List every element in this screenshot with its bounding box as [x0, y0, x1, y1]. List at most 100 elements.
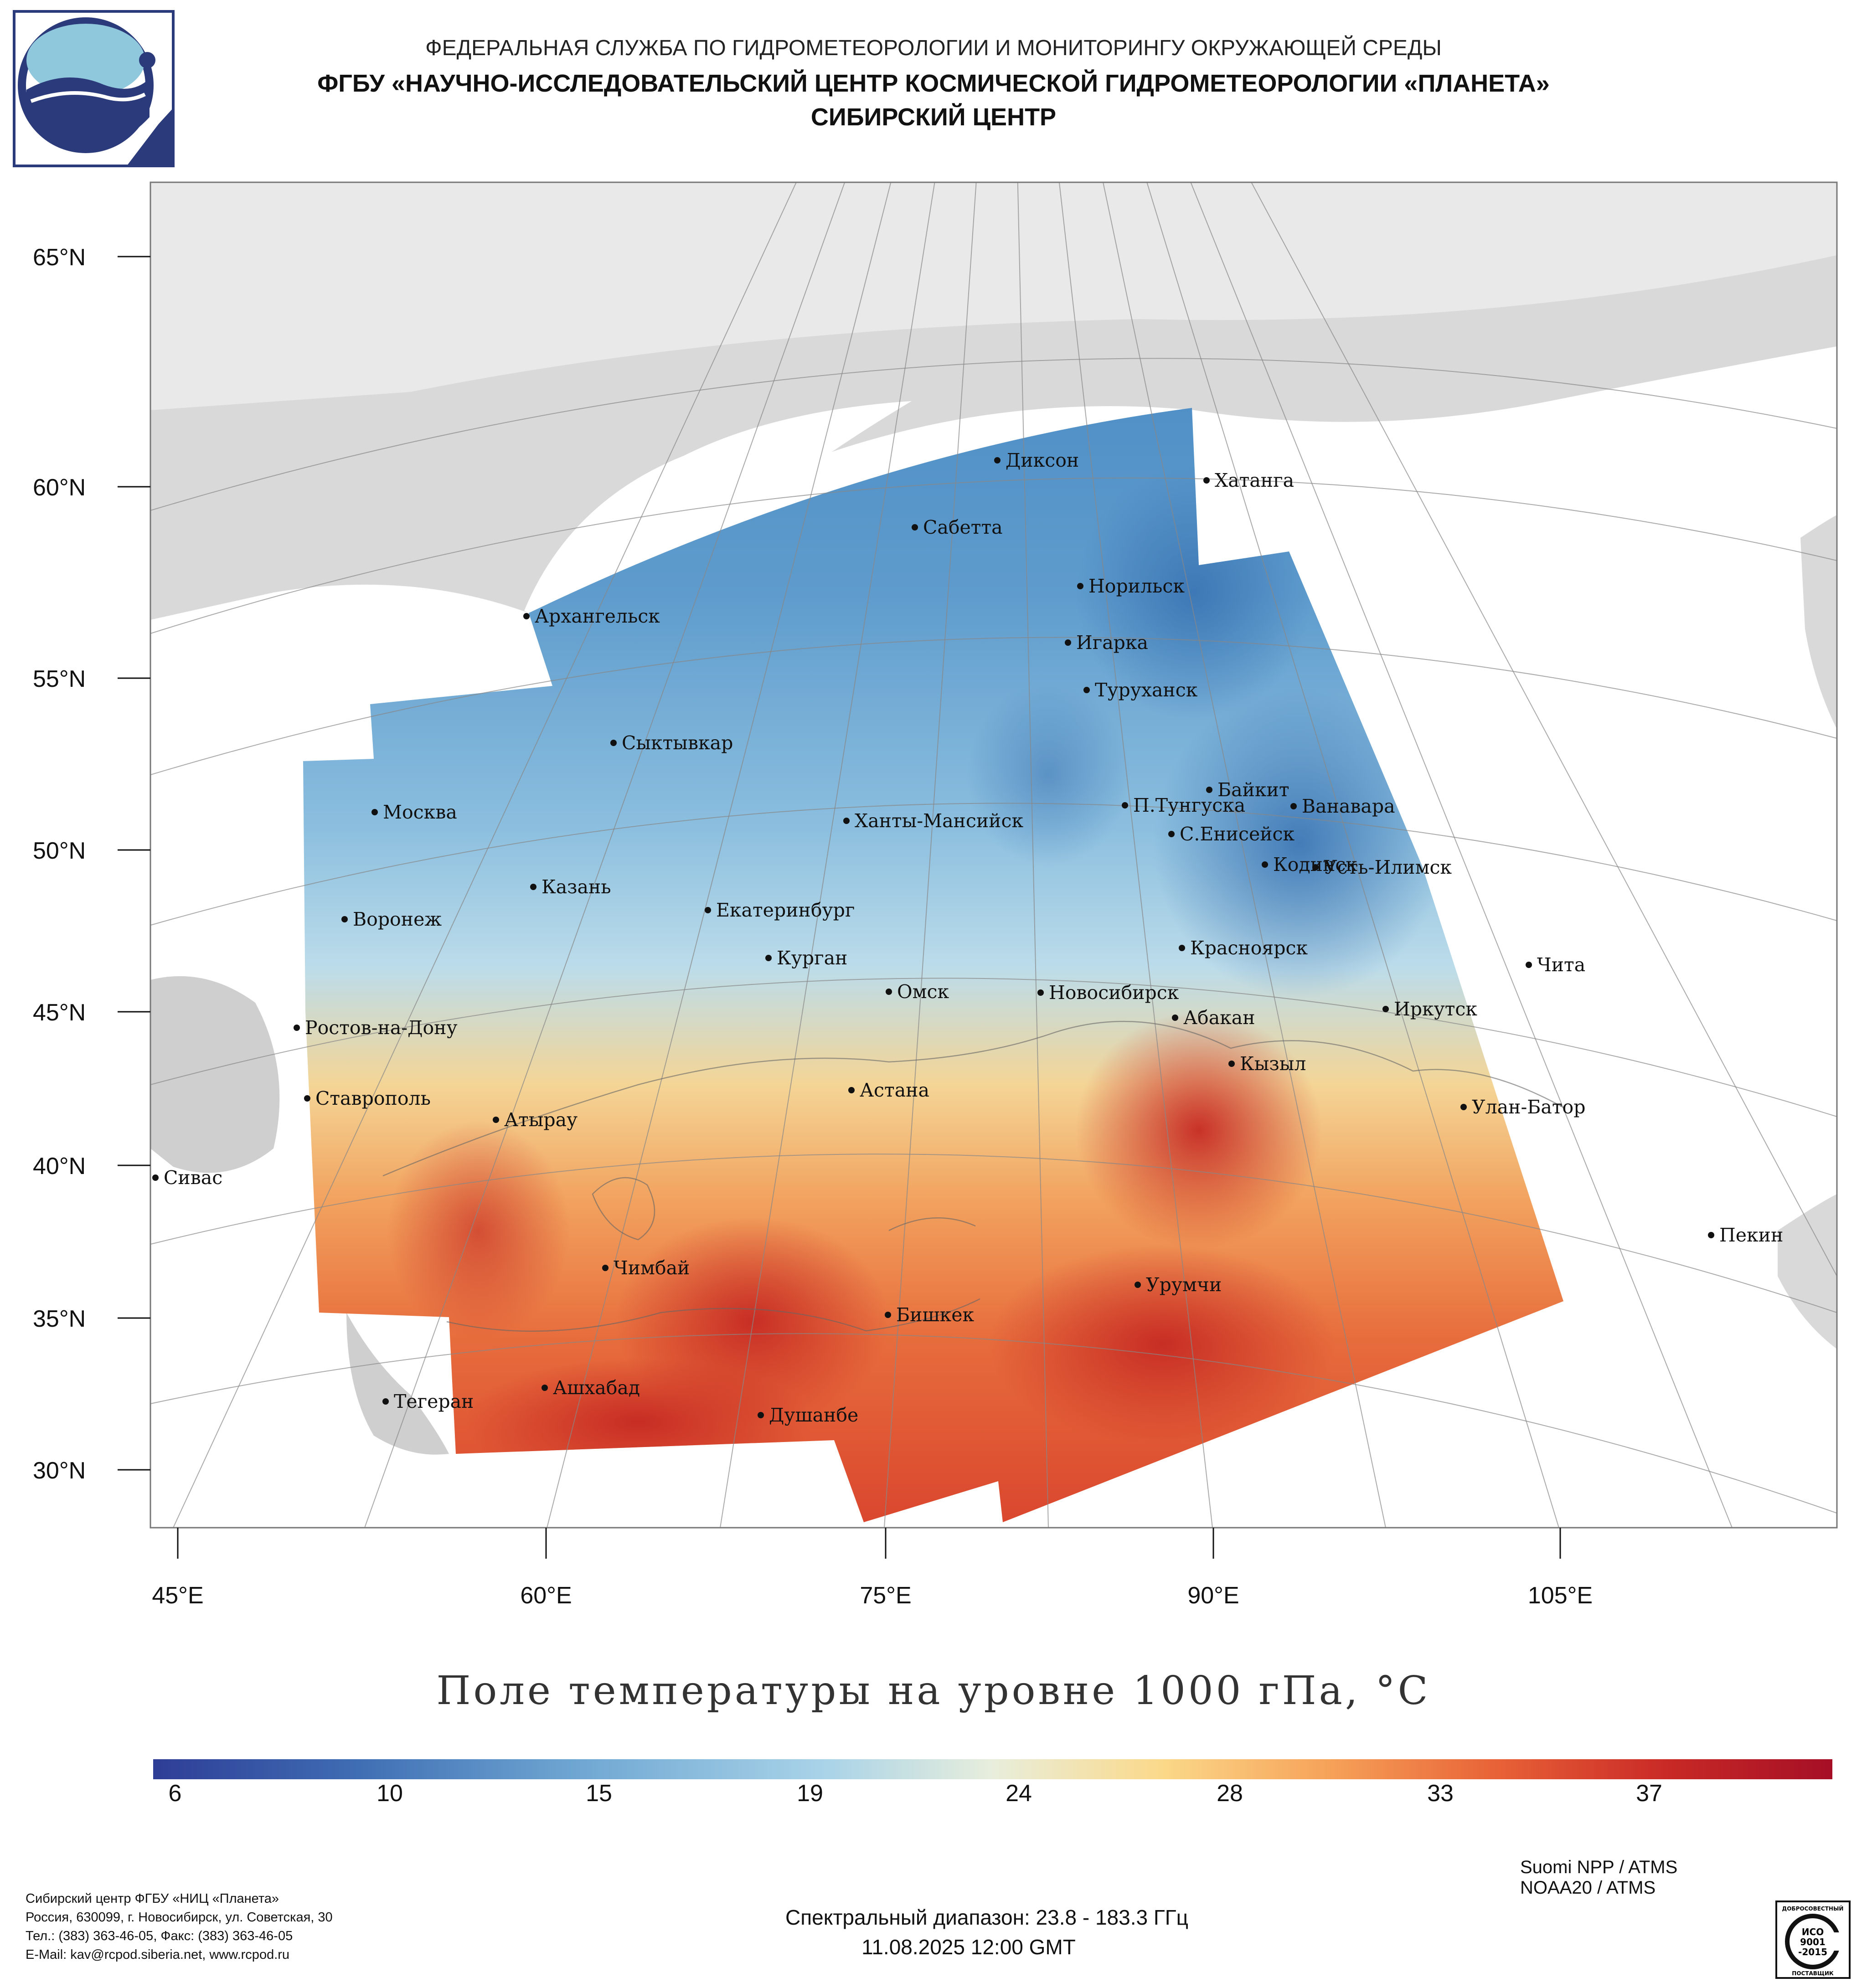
planeta-logo	[13, 10, 175, 167]
city-marker	[493, 1117, 499, 1123]
city-marker	[994, 457, 1001, 464]
colorbar-tick: 28	[1217, 1780, 1243, 1807]
city-marker	[885, 1312, 891, 1318]
city-marker	[602, 1265, 609, 1271]
city-label: Омск	[897, 981, 949, 1003]
city-label: Красноярск	[1190, 937, 1308, 959]
city-label: Диксон	[1006, 449, 1079, 471]
city-marker	[1122, 802, 1128, 809]
city-marker	[1382, 1006, 1389, 1012]
colorbar-tick: 10	[376, 1780, 403, 1807]
institute-title: ФГБУ «НАУЧНО-ИССЛЕДОВАТЕЛЬСКИЙ ЦЕНТР КОС…	[317, 70, 1550, 97]
iso-line1: ИСО	[1802, 1926, 1824, 1937]
city-label: Новосибирск	[1049, 982, 1179, 1004]
city-marker	[1203, 477, 1210, 484]
city-label: Урумчи	[1146, 1274, 1222, 1296]
city-marker	[1708, 1232, 1714, 1238]
city-label: Тегеран	[394, 1391, 474, 1412]
city-label: Бишкек	[896, 1304, 974, 1326]
city-label: Улан-Батор	[1472, 1096, 1585, 1118]
satellite-label: NOAA20 / ATMS	[1520, 1878, 1656, 1898]
city-marker	[912, 524, 918, 530]
contact-org: Сибирский центр ФГБУ «НИЦ «Планета»	[26, 1891, 279, 1906]
city-marker	[294, 1025, 300, 1031]
city-label: Ванавара	[1302, 795, 1395, 817]
lat-label-65: 65°N	[33, 244, 86, 271]
city-label: Ханты-Мансийск	[855, 810, 1023, 832]
city-label: Ашхабад	[553, 1377, 640, 1399]
city-marker	[1037, 989, 1044, 996]
city-label: Казань	[542, 876, 611, 898]
lon-label-105: 105°E	[1528, 1582, 1593, 1609]
city-marker	[886, 989, 892, 995]
lon-label-75: 75°E	[860, 1582, 911, 1609]
iso-certification-badge: ДОБРОСОВЕСТНЫЙ ИСО 9001 -2015 ПОСТАВЩИК	[1775, 1900, 1851, 1979]
iso-bottom-text: ПОСТАВЩИК	[1792, 1970, 1834, 1977]
contact-email: E-Mail: kav@rcpod.siberia.net, www.rcpod…	[26, 1947, 290, 1962]
city-marker	[1179, 945, 1185, 951]
city-marker	[843, 818, 850, 824]
city-label: Сивас	[164, 1167, 222, 1189]
lon-label-60: 60°E	[520, 1582, 572, 1609]
city-label: Астана	[860, 1079, 929, 1101]
city-marker	[1083, 687, 1090, 693]
city-marker	[542, 1385, 548, 1391]
city-label: С.Енисейск	[1180, 823, 1295, 845]
city-label: Москва	[383, 801, 457, 823]
city-label: Ставрополь	[315, 1087, 431, 1109]
colorbar-tick: 24	[1006, 1780, 1032, 1807]
city-label: Воронеж	[353, 908, 442, 930]
city-label: Норильск	[1088, 575, 1185, 597]
city-label: Усть-Илимск	[1324, 856, 1452, 878]
colorbar-tick: 33	[1427, 1780, 1454, 1807]
city-label: Абакан	[1183, 1007, 1255, 1029]
city-marker	[705, 907, 711, 913]
lat-label-30: 30°N	[33, 1458, 86, 1484]
colorbar-tick: 19	[797, 1780, 823, 1807]
city-marker	[382, 1398, 389, 1405]
lon-label-45: 45°E	[152, 1582, 203, 1609]
city-marker	[152, 1174, 159, 1181]
city-marker	[1135, 1282, 1141, 1288]
lat-label-40: 40°N	[33, 1153, 86, 1179]
city-marker	[1262, 861, 1268, 868]
city-label: Архангельск	[535, 605, 660, 627]
lat-label-55: 55°N	[33, 666, 86, 692]
city-label: Чита	[1537, 954, 1585, 976]
city-marker	[848, 1087, 855, 1093]
city-label: Атырау	[504, 1109, 578, 1131]
city-marker	[610, 740, 617, 746]
city-label: Чимбай	[614, 1257, 690, 1279]
city-label: Байкит	[1217, 779, 1289, 801]
city-label: Екатеринбург	[716, 899, 855, 921]
city-label: Сабетта	[923, 516, 1003, 538]
city-marker	[765, 955, 772, 961]
city-marker	[523, 613, 530, 619]
city-label: Туруханск	[1095, 679, 1198, 701]
contact-address: Россия, 630099, г. Новосибирск, ул. Сове…	[26, 1910, 333, 1925]
spectral-range: Спектральный диапазон: 23.8 - 183.3 ГГц	[785, 1906, 1189, 1929]
center-title: СИБИРСКИЙ ЦЕНТР	[810, 103, 1057, 131]
city-label: Хатанга	[1215, 469, 1294, 491]
city-marker	[758, 1412, 764, 1418]
city-label: Сыктывкар	[622, 732, 733, 754]
city-label: Игарка	[1076, 632, 1148, 654]
city-label: Кызыл	[1240, 1053, 1306, 1075]
colorbar-tick: 15	[586, 1780, 612, 1807]
observation-datetime: 11.08.2025 12:00 GMT	[861, 1935, 1076, 1959]
iso-line3: -2015	[1798, 1947, 1827, 1957]
city-marker	[341, 916, 348, 922]
city-label: Иркутск	[1394, 998, 1477, 1020]
city-label: Пекин	[1719, 1224, 1783, 1246]
city-marker	[1312, 864, 1319, 870]
city-marker	[1168, 831, 1175, 837]
lat-label-60: 60°N	[33, 474, 86, 501]
satellite-label: Suomi NPP / ATMS	[1520, 1857, 1678, 1877]
contact-phone: Тел.: (383) 363-46-05, Факс: (383) 363-4…	[26, 1929, 293, 1943]
city-label: Душанбе	[769, 1404, 858, 1426]
city-label: Ростов-на-Дону	[305, 1017, 458, 1039]
city-marker	[304, 1095, 310, 1102]
map-title: Поле температуры на уровне 1000 гПа, °C	[436, 1668, 1431, 1714]
colorbar-tick: 6	[168, 1780, 182, 1807]
